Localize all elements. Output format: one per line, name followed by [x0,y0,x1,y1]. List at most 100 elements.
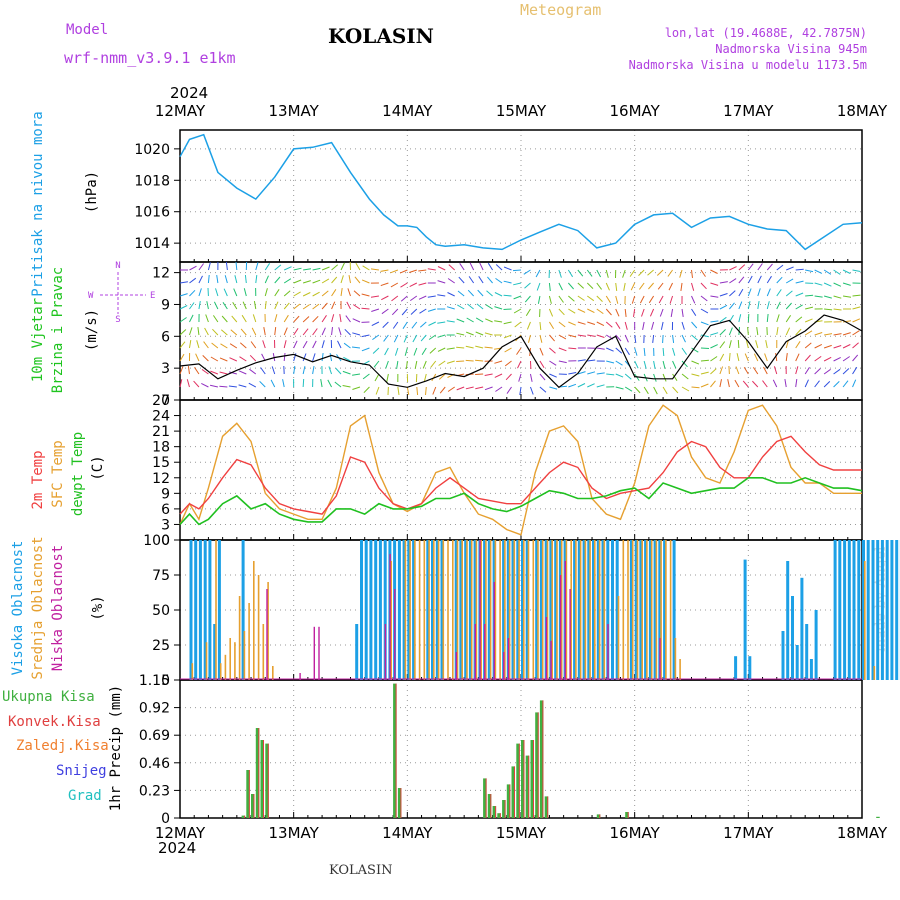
low-cloud-bar [503,652,505,680]
high-cloud-bar [781,631,785,680]
mid-cloud-bar [622,540,625,680]
mid-cloud-bar [674,638,677,680]
wind-arrow [394,347,399,356]
wind-arrow [302,340,308,349]
mid-cloud-bar [191,663,194,680]
wind-arrow [776,289,782,297]
wind-arrow [558,269,562,278]
x-day-label-top: 14MAY [382,102,433,120]
wind-arrow [467,289,475,297]
mid-cloud-bar [215,540,217,680]
wind-arrow [795,304,803,310]
wind-arrow [586,269,593,277]
wind-arrow [293,366,296,375]
wind-arrow [728,327,733,336]
wind-arrow [437,266,446,271]
wind-arrow [504,347,512,353]
wind-arrow [729,266,737,271]
wind-arrow [529,373,533,382]
wind-arrow [484,332,493,336]
wind-arrow [343,356,351,362]
wind-arrow [691,347,699,353]
wind-arrow [293,315,300,323]
high-cloud-bar [857,540,861,680]
wind-arrow [503,294,512,297]
y-tick-label: 1.15 [139,673,170,689]
x-day-label-top: 12MAY [155,102,206,120]
total-precip-bar [516,743,520,818]
high-cloud-bar [672,540,676,680]
wind-arrow [419,321,427,328]
wind-arrow [380,269,389,272]
wind-arrow [852,366,858,375]
wind-arrow [524,282,531,289]
wind-arrow [252,314,257,323]
wind-arrow [606,373,615,376]
wind-arrow [719,293,728,297]
high-cloud-bar [809,659,813,680]
wind-arrow [776,327,779,336]
wind-arrow [757,288,761,297]
wind-arrow [240,328,247,336]
wind-arrow [224,275,228,284]
wind-arrow [691,334,698,341]
precip-legend-frozen: Zaledj.Kisa [16,738,109,754]
wind-arrow [567,269,574,278]
wind-arrow [234,275,238,284]
wind-arrow [814,343,823,349]
wind-arrow [680,282,683,291]
wind-arrow [264,288,268,297]
mid-cloud-bar [248,603,250,680]
wind-arrow [833,295,842,299]
wind-arrow [475,359,484,362]
wind-arrow [487,276,493,284]
wind-arrow [312,340,317,349]
wind-arrow [629,269,636,277]
wind-compass: N S W E [88,261,155,325]
wind-arrow [537,295,541,304]
wind-arrow [643,347,646,357]
wind-arrow [204,327,209,336]
wind-arrow [293,303,301,310]
wind-arrow [681,347,688,355]
wind-arrow [743,366,749,375]
wind-arrow [215,288,219,297]
high-cloud-bar [464,540,468,680]
wind-arrow [615,360,623,366]
mid-cloud-bar [598,540,601,680]
wind-arrow [391,308,399,316]
wind-arrow [503,280,512,284]
wind-arrow [283,352,286,362]
high-cloud-bar [833,540,837,680]
meteogram-title: Meteogram [520,1,601,19]
wind-arrow [188,340,192,349]
wind-arrow [274,314,278,323]
wind-arrow [396,360,399,369]
wind-arrow [539,334,543,343]
wind-arrow [558,360,567,364]
wind-arrow [630,282,636,291]
mid-cloud-bar [617,596,620,680]
high-cloud-bar [814,610,818,680]
wind-arrow [338,327,342,336]
y-tick-label: 0.23 [139,783,170,799]
wind-arrow [233,288,238,297]
wind-arrow [283,266,292,271]
wind-arrow [842,368,850,375]
wind-arrow [456,360,465,362]
wind-arrow [823,269,832,275]
wind-arrow [691,308,697,316]
wind-arrow [213,301,219,310]
wind-arrow [643,386,649,395]
wind-arrow [549,347,556,354]
high-cloud-bar [511,540,515,680]
high-cloud-bar [535,540,539,680]
wind-arrow [353,304,361,310]
mid-cloud-bar [575,540,577,680]
y-tick-label: 6 [161,329,170,345]
wind-arrow [776,276,783,284]
x-day-label-top: 17MAY [723,102,774,120]
low-cloud-bar [455,652,458,680]
wind-arrow [348,275,351,284]
wind-arrows [179,261,861,396]
